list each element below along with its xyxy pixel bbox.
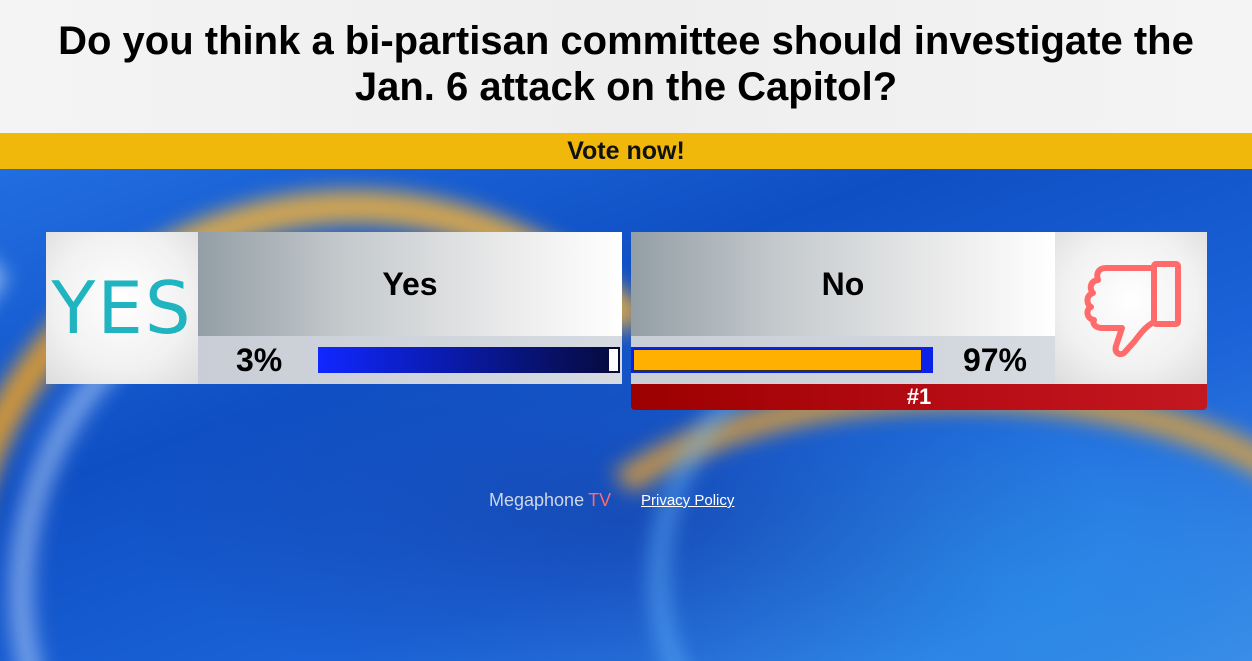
vote-now-banner: Vote now! (0, 133, 1252, 169)
option-no-percent: 97% (962, 342, 1027, 378)
footer: Megaphone TV Privacy Policy (0, 490, 1252, 514)
option-yes-progress-fill (609, 349, 618, 371)
yes-text-icon: YES (51, 266, 193, 350)
option-yes-label: Yes (382, 265, 438, 302)
poll-header: Do you think a bi-partisan committee sho… (0, 0, 1252, 133)
option-no-result: 97% (631, 336, 1055, 384)
option-no-label: No (821, 265, 865, 302)
option-no-progress-fill (633, 349, 922, 371)
option-no[interactable]: No 97% (631, 232, 1207, 384)
brand-main: Megaphone (489, 490, 585, 510)
option-yes-progress-track (318, 347, 620, 373)
option-yes-label-box[interactable]: Yes (198, 232, 622, 336)
rank-label: #1 (906, 384, 932, 409)
option-no-rank-badge: #1 (631, 384, 1207, 410)
brand-suffix: TV (588, 490, 612, 510)
option-yes[interactable]: YES Yes 3% (46, 232, 622, 384)
vote-now-label: Vote now! (567, 136, 685, 165)
yes-icon-box: YES (46, 232, 198, 384)
option-no-label-box[interactable]: No (631, 232, 1055, 336)
thumbs-down-icon (1084, 261, 1181, 358)
privacy-policy-link[interactable]: Privacy Policy (641, 492, 735, 509)
option-no-progress-track (631, 347, 933, 373)
poll-question: Do you think a bi-partisan committee sho… (58, 18, 1194, 109)
option-yes-result: 3% (198, 336, 622, 384)
megaphone-tv-logo: Megaphone TV (489, 490, 611, 511)
option-yes-percent: 3% (236, 342, 283, 378)
no-icon-box (1055, 232, 1207, 384)
